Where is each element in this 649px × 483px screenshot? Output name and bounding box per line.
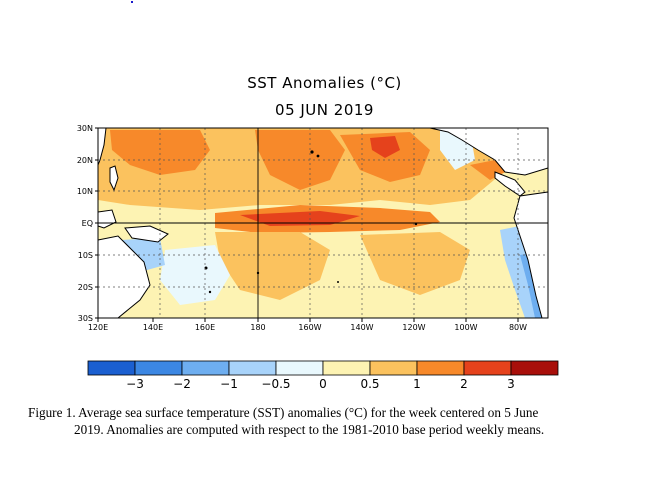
- lon-label: 80W: [509, 323, 527, 332]
- colorbar-swatch: [181, 360, 230, 376]
- islands: [204, 150, 418, 294]
- lon-label: 140W: [350, 323, 373, 332]
- map-date: 05 JUN 2019: [275, 101, 374, 119]
- island-hawaii: [310, 150, 314, 154]
- lat-label: 20S: [78, 283, 93, 292]
- lat-label: 30N: [77, 124, 93, 133]
- colorbar-label: 3: [507, 377, 515, 391]
- colorbar-swatch: [275, 360, 324, 376]
- colorbar-label: 0.5: [360, 377, 379, 391]
- colorbar-label: −2: [173, 377, 191, 391]
- lat-label: 20N: [77, 156, 93, 165]
- main-axes-lines: [98, 128, 548, 318]
- latitude-labels: 30N 20N 10N EQ 10S 20S 30S: [77, 124, 93, 323]
- anomaly-zone-ne-hot: [370, 136, 400, 158]
- blue-dot-artifact: [131, 1, 133, 3]
- island-tahiti: [337, 281, 339, 283]
- tick-marks: [95, 127, 519, 322]
- colorbar-swatch: [134, 360, 183, 376]
- colorbar-label: 0: [319, 377, 327, 391]
- colorbar-label: 1: [413, 377, 421, 391]
- colorbar-swatch: [87, 360, 136, 376]
- caption-line-1: Figure 1. Average sea surface temperatur…: [28, 405, 539, 420]
- lat-label: 30S: [78, 314, 93, 323]
- colorbar-label: −3: [126, 377, 144, 391]
- sst-anomaly-map: 30N 20N 10N EQ 10S 20S 30S 120E 140E 160…: [77, 124, 559, 391]
- land-new-guinea: [124, 225, 169, 243]
- anomaly-zone-nw-strong: [110, 130, 210, 175]
- colorbar-label: −0.5: [261, 377, 290, 391]
- colorbar: [87, 360, 559, 376]
- lon-label: 160W: [298, 323, 321, 332]
- land-philippines: [109, 165, 119, 192]
- lon-label: 100W: [454, 323, 477, 332]
- island-hawaii-2: [316, 154, 320, 158]
- lon-label: 160E: [195, 323, 215, 332]
- lat-label: EQ: [82, 219, 93, 228]
- lat-label: 10S: [78, 251, 93, 260]
- colorbar-swatch: [322, 360, 371, 376]
- colorbar-swatch: [416, 360, 465, 376]
- map-title: SST Anomalies (°C): [247, 74, 402, 92]
- colorbar-swatch: [510, 360, 559, 376]
- anomaly-zone-sw-neutral: [160, 245, 230, 305]
- lat-label: 10N: [77, 187, 93, 196]
- lon-label: 120E: [88, 323, 108, 332]
- lon-label: 120W: [402, 323, 425, 332]
- anomaly-zone-southeast: [360, 232, 470, 295]
- lon-label: 140E: [143, 323, 163, 332]
- colorbar-swatch: [463, 360, 512, 376]
- colorbar-label: 2: [460, 377, 468, 391]
- caption-line-2: 2019. Anomalies are computed with respec…: [74, 422, 545, 437]
- island-new-caledonia: [208, 290, 212, 294]
- figure-caption: Figure 1. Average sea surface temperatur…: [28, 404, 628, 438]
- colorbar-swatch: [369, 360, 418, 376]
- colorbar-swatch: [228, 360, 277, 376]
- anomaly-zone-equatorial-hot: [240, 211, 360, 226]
- colorbar-labels: −3 −2 −1 −0.5 0 0.5 1 2 3: [126, 377, 515, 391]
- colorbar-label: −1: [220, 377, 238, 391]
- anomaly-zone-south-central: [215, 232, 330, 300]
- lon-label: 180: [250, 323, 265, 332]
- longitude-labels: 120E 140E 160E 180 160W 140W 120W 100W 8…: [88, 323, 527, 332]
